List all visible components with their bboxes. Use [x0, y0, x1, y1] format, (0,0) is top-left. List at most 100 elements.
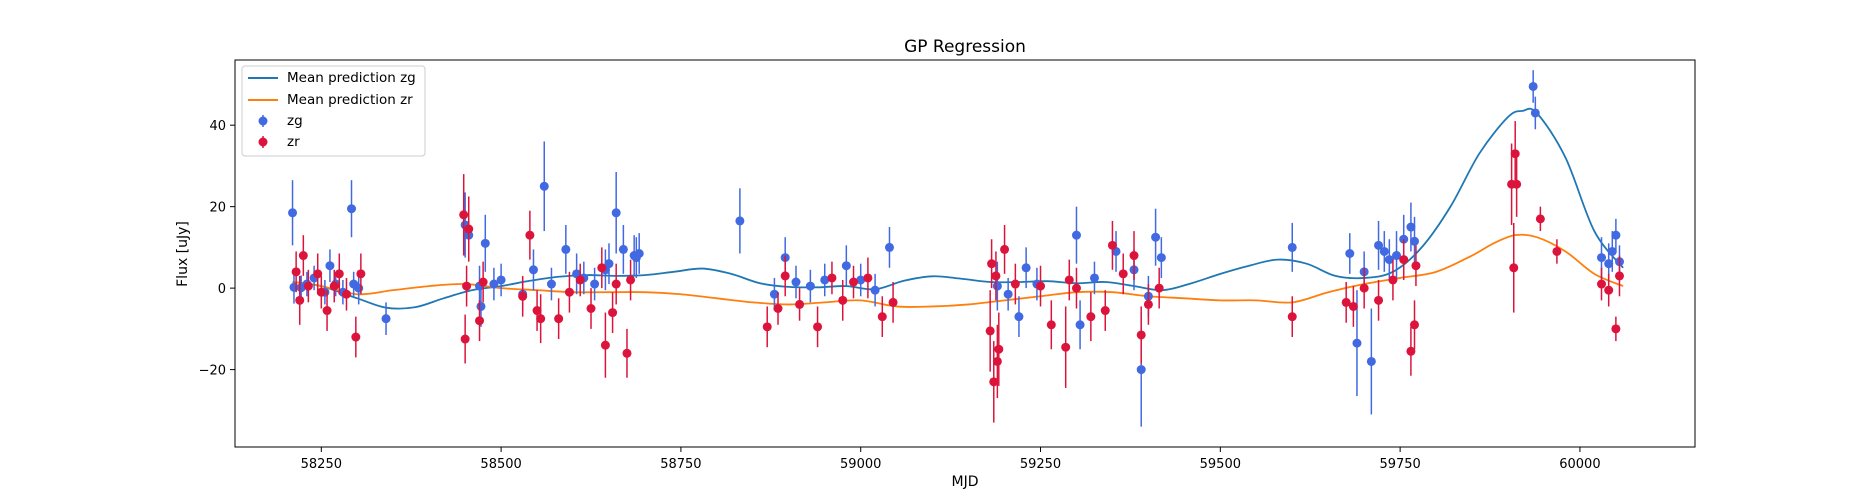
data-point-zr [1406, 346, 1416, 356]
data-point-zr [532, 306, 542, 316]
data-point-zg [476, 301, 486, 311]
data-point-zg [1604, 259, 1614, 269]
data-point-zr [1359, 283, 1369, 293]
data-point-zg [1075, 320, 1085, 330]
data-point-zr [356, 269, 366, 279]
data-point-zr [1341, 297, 1351, 307]
plot-area [288, 70, 1624, 427]
data-point-zr [1614, 271, 1624, 281]
data-point-zg [354, 283, 364, 293]
data-point-zr [1611, 324, 1621, 334]
plot-frame [234, 59, 1696, 448]
data-point-zr [322, 306, 332, 316]
x-tick-label: 59000 [840, 457, 881, 472]
prediction-lines [292, 107, 1624, 310]
legend: Mean prediction zg Mean prediction zr zg… [241, 65, 426, 157]
data-point-zr [525, 230, 535, 240]
x-tick-label: 60000 [1559, 457, 1600, 472]
data-point-zr [1388, 275, 1398, 285]
data-point-zr [622, 348, 632, 358]
data-point-zr [298, 251, 308, 261]
data-point-zr [780, 271, 790, 281]
data-point-zg [1151, 232, 1161, 242]
data-point-zr [316, 287, 326, 297]
data-point-zr [341, 289, 351, 299]
data-point-zg [1021, 263, 1031, 273]
x-tick-label: 58500 [480, 457, 521, 472]
data-point-zr [1143, 299, 1153, 309]
mean-prediction-zg-line [292, 107, 1624, 310]
data-point-zg [1528, 81, 1538, 91]
legend-marker [258, 137, 268, 147]
data-point-zr [597, 263, 607, 273]
legend-entry-mean-prediction-zg: Mean prediction zg [287, 70, 416, 86]
data-point-zg [791, 277, 801, 287]
data-point-zg [288, 208, 298, 218]
data-point-zg [735, 216, 745, 226]
x-tick-label: 58750 [660, 457, 701, 472]
data-point-zr [1136, 330, 1146, 340]
data-point-zr [1064, 275, 1074, 285]
data-point-zr [351, 332, 361, 342]
data-point-zr [992, 356, 1002, 366]
x-axis-label: MJD [952, 474, 979, 490]
x-tick-label: 58250 [301, 457, 342, 472]
data-point-zg [489, 279, 499, 289]
data-point-zg [1071, 230, 1081, 240]
data-point-zr [626, 275, 636, 285]
data-point-zg [1410, 236, 1420, 246]
data-point-zg [604, 259, 614, 269]
data-point-zg [1345, 249, 1355, 258]
y-axis: −20 0 20 40 [199, 119, 235, 379]
data-point-zg [1530, 108, 1540, 118]
data-point-zr [608, 308, 618, 318]
data-point-zg [325, 261, 335, 271]
data-point-zr [575, 275, 585, 285]
data-point-zg [1352, 338, 1362, 348]
data-point-zr [1411, 261, 1421, 271]
data-point-zr [1410, 320, 1420, 330]
data-point-zr [813, 322, 823, 332]
chart-title: GP Regression [904, 37, 1026, 57]
data-point-zg [590, 279, 600, 289]
data-point-zr [586, 303, 596, 313]
data-point-zr [460, 334, 470, 344]
data-point-zr [554, 314, 564, 324]
data-point-zr [1374, 295, 1384, 305]
data-point-zg [528, 265, 538, 275]
data-point-zg [1379, 246, 1389, 256]
data-point-zr [773, 303, 783, 313]
mean-prediction-zr-line [292, 233, 1624, 308]
legend-entry-mean-prediction-zr: Mean prediction zr [287, 92, 413, 108]
data-point-zg [1597, 253, 1607, 263]
data-point-zr [1510, 149, 1520, 159]
data-point-zr [462, 281, 472, 291]
data-point-zr [1509, 263, 1519, 273]
data-point-zr [303, 281, 313, 291]
legend-entry-zg: zg [287, 113, 303, 129]
data-point-zr [1512, 179, 1522, 189]
data-point-zr [795, 299, 805, 309]
data-point-zg [1136, 365, 1146, 375]
data-point-zg [841, 261, 851, 271]
data-point-zr [1046, 320, 1056, 330]
data-point-zr [987, 259, 997, 269]
data-point-zr [1535, 214, 1545, 224]
data-point-zr [295, 295, 305, 305]
data-point-zr [518, 291, 528, 301]
data-point-zr [600, 340, 610, 350]
data-point-zr [1348, 301, 1358, 311]
data-point-zg [1406, 222, 1416, 232]
data-point-zg [769, 289, 779, 299]
data-point-zr [329, 281, 339, 291]
data-point-zr [291, 267, 301, 277]
data-point-zg [496, 275, 506, 285]
data-point-zg [381, 314, 391, 324]
data-point-zr [762, 322, 772, 332]
legend-marker [258, 116, 268, 126]
y-tick-label: 20 [209, 201, 226, 216]
data-point-zg [1287, 242, 1297, 252]
data-point-zg [820, 275, 830, 285]
data-point-zg [480, 238, 490, 248]
